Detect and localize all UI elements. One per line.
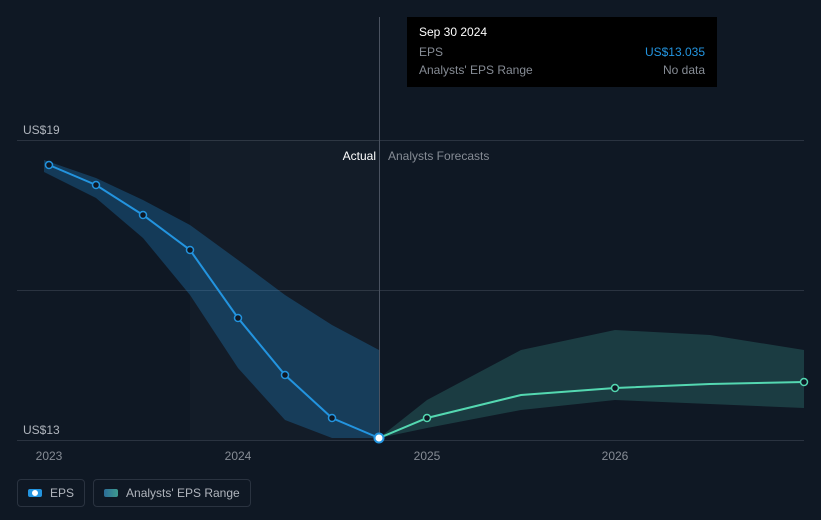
legend-label: EPS bbox=[50, 486, 74, 500]
tooltip-label: Analysts' EPS Range bbox=[419, 63, 533, 77]
eps-forecast-chart: US$19 US$13 Actual Analysts Forecasts 20… bbox=[0, 0, 821, 520]
chart-legend: EPS Analysts' EPS Range bbox=[17, 479, 251, 507]
legend-label: Analysts' EPS Range bbox=[126, 486, 240, 500]
tooltip-row-range: Analysts' EPS Range No data bbox=[419, 61, 705, 79]
chart-tooltip: Sep 30 2024 EPS US$13.035 Analysts' EPS … bbox=[407, 17, 717, 87]
legend-item-range[interactable]: Analysts' EPS Range bbox=[93, 479, 251, 507]
tooltip-row-eps: EPS US$13.035 bbox=[419, 43, 705, 61]
tooltip-date: Sep 30 2024 bbox=[419, 25, 705, 39]
legend-swatch-icon bbox=[104, 489, 118, 497]
legend-item-eps[interactable]: EPS bbox=[17, 479, 85, 507]
tooltip-value: No data bbox=[663, 63, 705, 77]
tooltip-value: US$13.035 bbox=[645, 45, 705, 59]
tooltip-label: EPS bbox=[419, 45, 443, 59]
legend-swatch-icon bbox=[28, 489, 42, 497]
